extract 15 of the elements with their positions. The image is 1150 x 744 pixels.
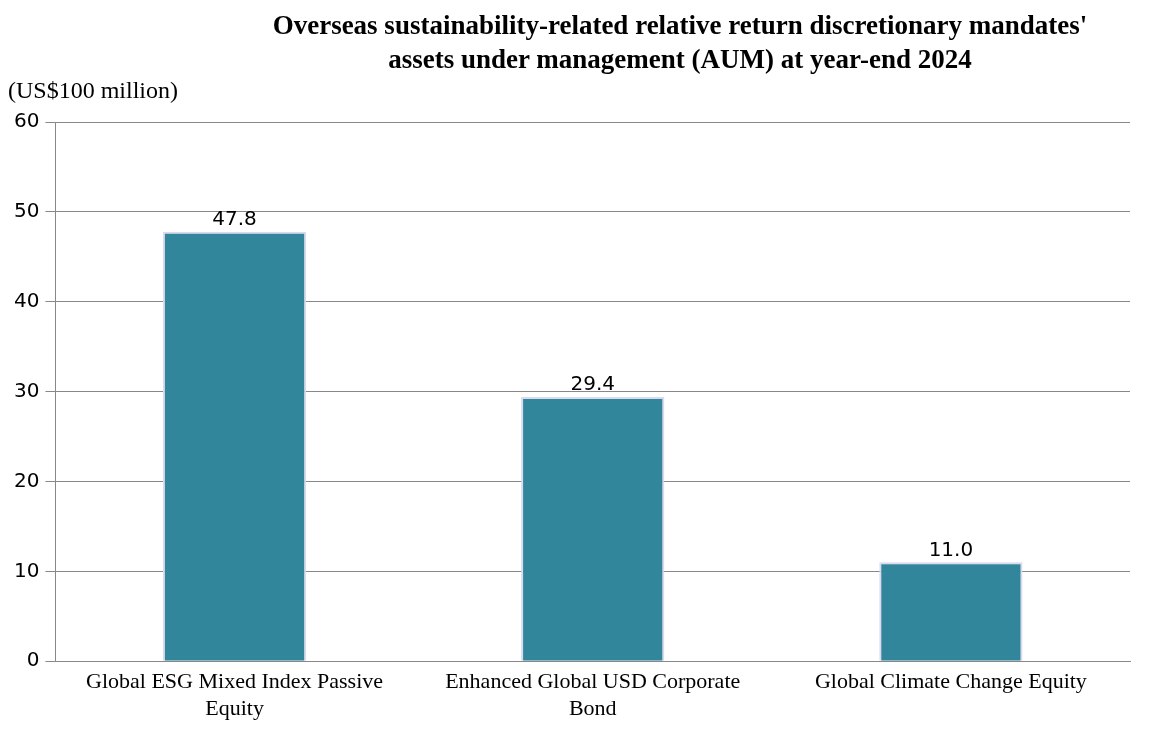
y-tick-label: 50: [14, 198, 40, 223]
y-tick-label: 20: [14, 467, 40, 492]
y-tick-label: 40: [14, 287, 40, 312]
data-label: 11.0: [928, 536, 974, 561]
x-tick-label: Enhanced Global USD Corporate Bond: [445, 668, 741, 720]
x-tick-label: Global ESG Mixed Index Passive Equity: [86, 668, 384, 720]
data-label: 47.8: [212, 205, 257, 230]
y-axis-title: (US$100 million): [8, 76, 179, 104]
y-tick-label: 60: [14, 108, 40, 133]
x-tick-label: Global Climate Change Equity: [814, 668, 1087, 694]
data-label: 29.4: [570, 371, 615, 396]
y-tick-label: 30: [14, 377, 40, 402]
chart-title: Overseas sustainability-related relative return discretionary mandates' assets under management (AUM) at year-end 2024: [271, 9, 1089, 76]
y-tick-label: 10: [14, 557, 40, 582]
y-tick-label: 0: [26, 647, 40, 672]
